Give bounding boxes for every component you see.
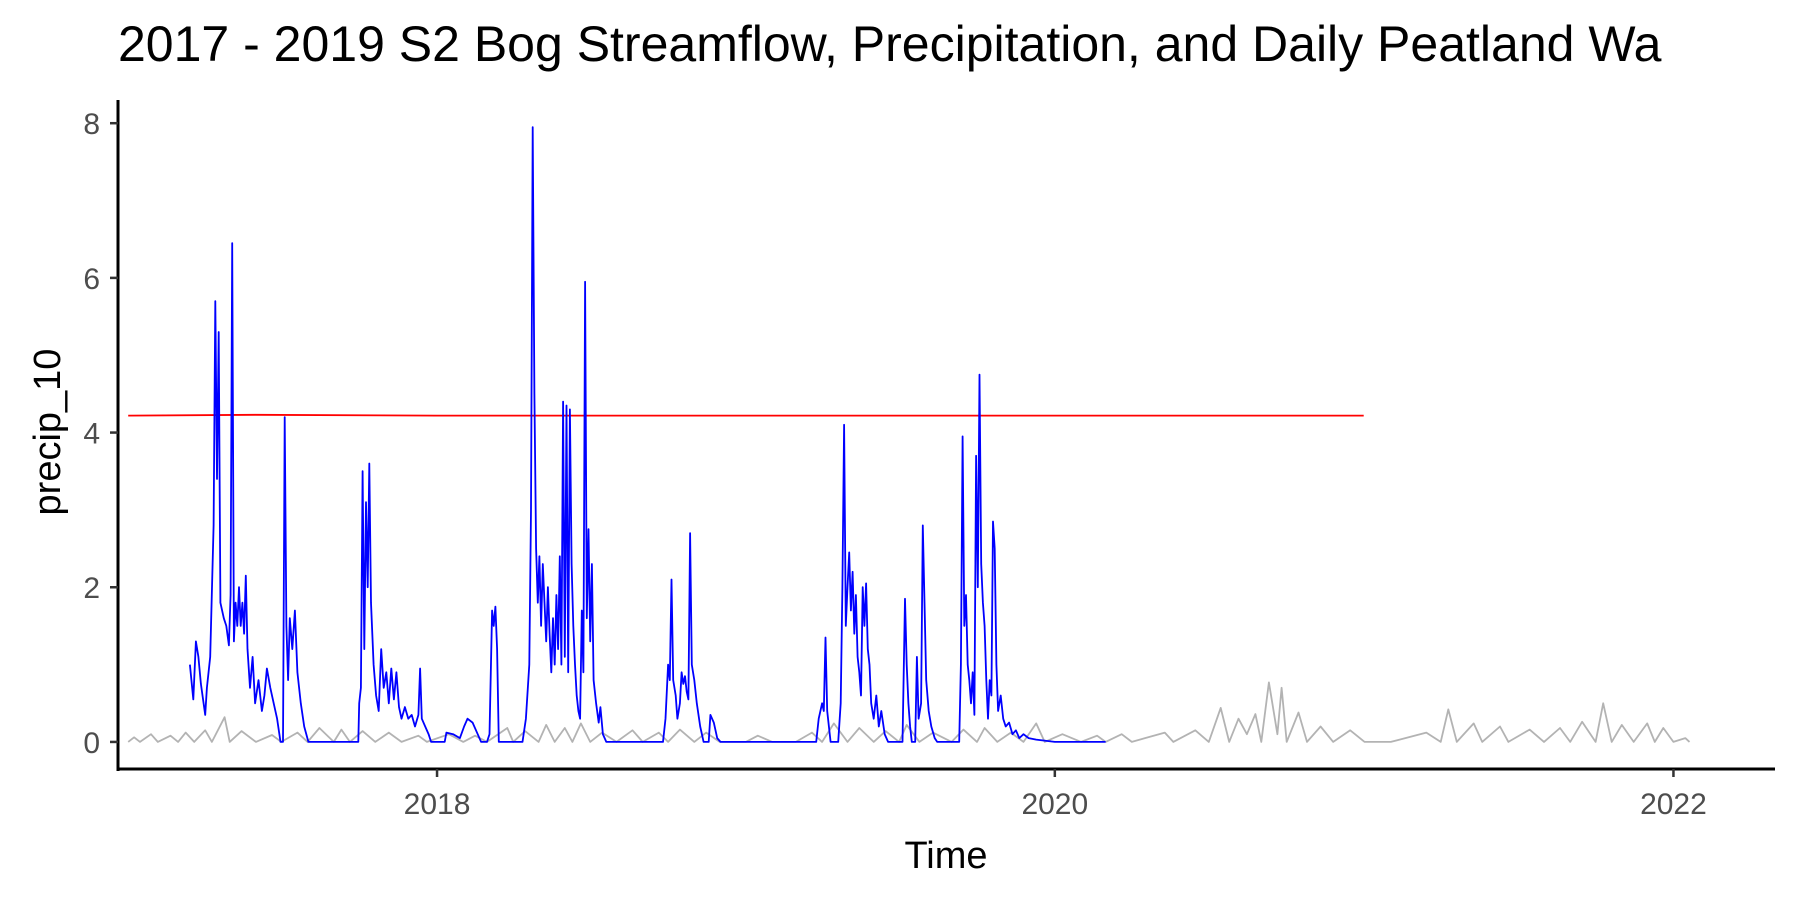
y-tick-label: 6: [83, 263, 100, 296]
y-tick-label: 2: [83, 572, 100, 605]
y-ticks: 0 2 4 6 8: [83, 108, 118, 760]
x-ticks: 2018 2020 2022: [404, 769, 1707, 821]
y-tick-label: 8: [83, 108, 100, 141]
chart-title: 2017 - 2019 S2 Bog Streamflow, Precipita…: [118, 16, 1662, 72]
y-tick-label: 0: [83, 727, 100, 760]
series-line-1: [127, 681, 1691, 743]
series-layer: [127, 126, 1691, 743]
x-tick-label: 2018: [404, 788, 471, 821]
series-line-2: [128, 413, 1364, 417]
x-tick-label: 2020: [1021, 788, 1088, 821]
y-axis-title: precip_10: [27, 349, 69, 516]
series-line-3: [189, 126, 1106, 743]
x-axis-title: Time: [904, 835, 987, 877]
y-tick-label: 4: [83, 418, 100, 451]
x-tick-label: 2022: [1640, 788, 1707, 821]
